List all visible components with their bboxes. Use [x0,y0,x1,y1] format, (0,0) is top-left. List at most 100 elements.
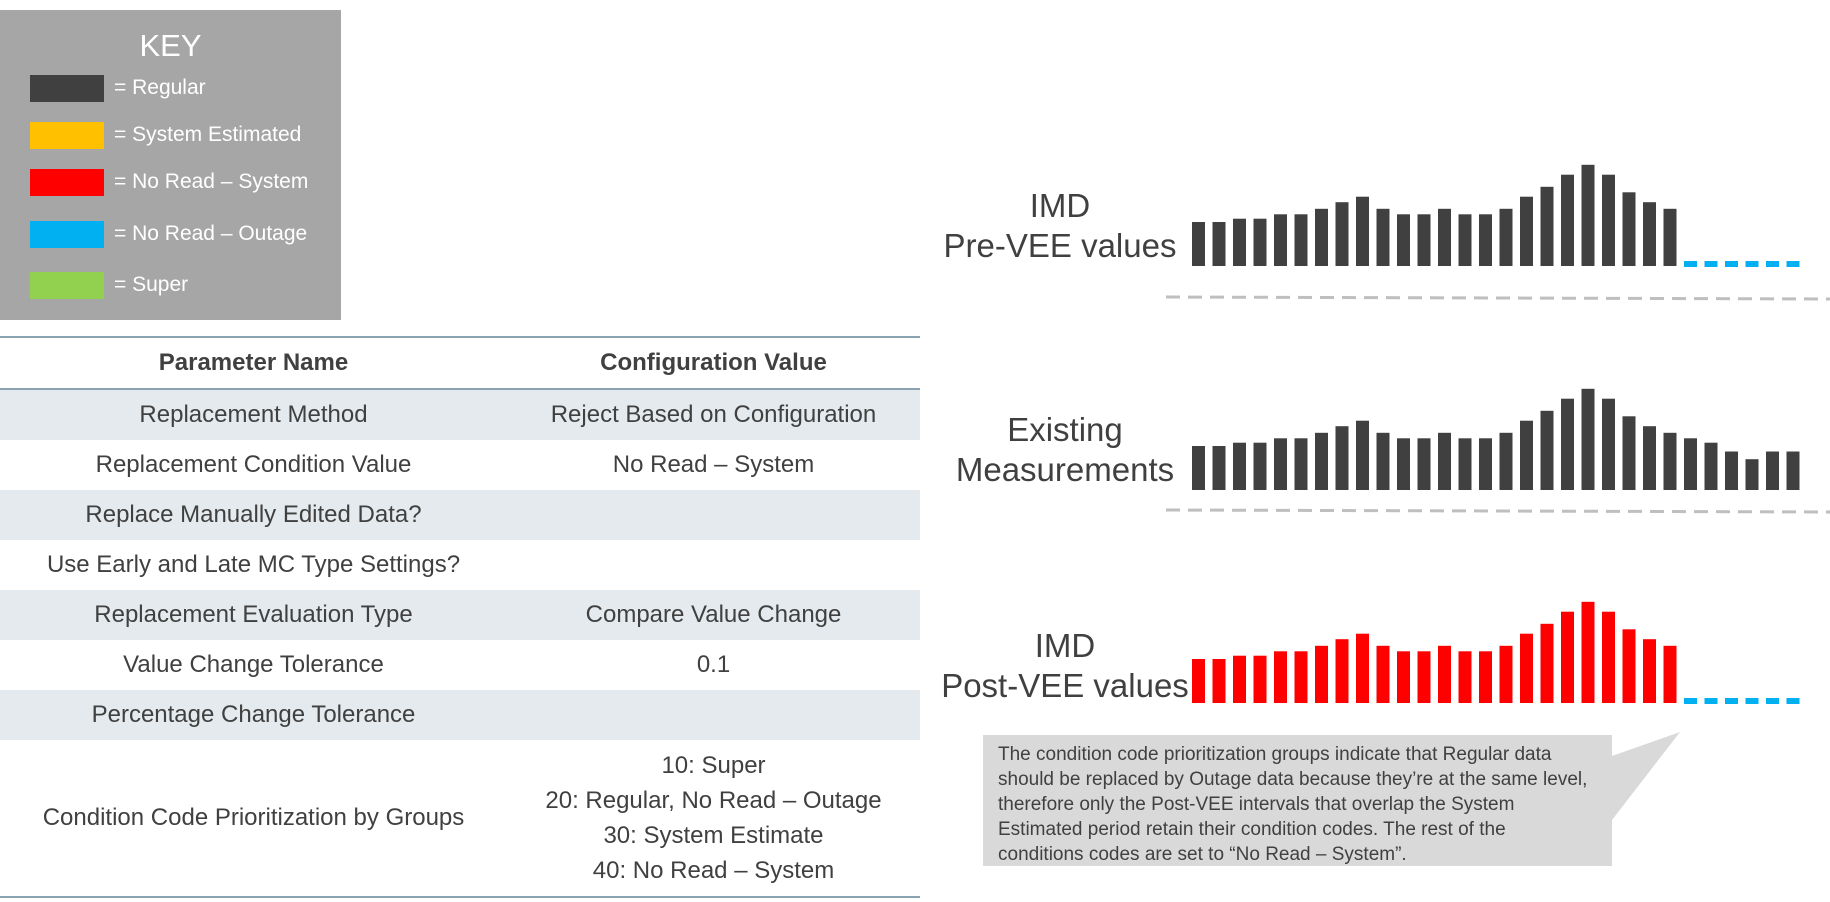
bar [1212,446,1226,490]
bar [1458,214,1472,266]
param-value: Reject Based on Configuration [507,389,920,440]
table-row: Replacement Method Reject Based on Confi… [0,389,920,440]
bar [1643,202,1656,266]
bar [1520,633,1533,703]
param-name: Value Change Tolerance [123,651,384,678]
table-row: Value Change Tolerance 0.1 [0,640,920,690]
bar [1663,645,1677,703]
bar [1376,208,1390,266]
bar [1458,438,1472,490]
bar [1315,432,1328,490]
bar [1356,633,1369,703]
bar [1438,208,1451,266]
legend-swatch-no-read-system [30,168,104,196]
bar [1294,214,1308,266]
param-name: Condition Code Prioritization by Groups [0,740,507,898]
header-parameter-name: Parameter Name [0,336,507,390]
bar [1663,432,1677,490]
legend-swatch-no-read-outage [30,220,104,248]
chart-label-line: Existing [1007,411,1123,448]
bar [1561,174,1574,266]
table-row: Use Early and Late MC Type Settings? [0,540,920,590]
bar [1294,651,1308,703]
bar [1479,438,1492,490]
bar [1602,174,1615,266]
bar [1253,218,1267,266]
legend-item-system-estimated: = System Estimated [30,121,301,149]
bar [1376,645,1390,703]
header-configuration-value: Configuration Value [507,336,920,390]
param-value: 0.1 [696,651,731,678]
param-name: Replacement Method [0,389,507,440]
bar [1766,451,1779,490]
bar [1643,426,1656,490]
outage-dash [1684,698,1697,704]
table-row: Replacement Evaluation Type Compare Valu… [0,590,920,640]
bar [1602,611,1615,703]
bar [1479,651,1492,703]
bar [1643,639,1656,703]
bar [1192,659,1205,703]
bar [1704,442,1718,490]
param-name: Use Early and Late MC Type Settings? [46,551,461,578]
bar [1397,214,1410,266]
bar [1233,442,1246,490]
legend-item-no-read-system: = No Read – System [30,168,308,196]
legend-item-super: = Super [30,271,188,299]
bar [1499,208,1513,266]
parameter-table: Parameter Name Configuration Value Repla… [0,336,920,898]
callout-bubble [983,732,1680,866]
param-name: Percentage Change Tolerance [0,690,507,740]
bar [1581,388,1595,490]
bar [1335,426,1349,490]
bar [1294,438,1308,490]
bar [1786,451,1800,490]
priority-group: 40: No Read – System [592,857,835,884]
outage-dash [1704,698,1718,704]
legend-title: KEY [139,28,202,63]
bar [1499,432,1513,490]
bar [1663,208,1677,266]
chart-label-line: IMD [1034,627,1096,664]
bar [1233,655,1246,703]
bar [1561,611,1574,703]
bar [1540,623,1554,703]
bar [1417,651,1431,703]
outage-dash [1766,698,1779,704]
param-value [507,690,920,740]
chart-label-pre-vee: IMD Pre-VEE values [940,186,1180,266]
priority-group: 10: Super [661,752,766,779]
chart-label-line: Pre-VEE values [943,227,1177,264]
bar [1397,651,1410,703]
bar [1417,214,1431,266]
outage-dash [1745,698,1759,704]
bar [1458,651,1472,703]
outage-dash [1745,261,1759,267]
bar [1274,214,1287,266]
bar [1356,196,1369,266]
bar [1397,438,1410,490]
bar [1520,196,1533,266]
bar [1315,645,1328,703]
bar [1540,186,1554,266]
legend-label: = Super [114,273,189,296]
table-row: Condition Code Prioritization by Groups … [0,740,920,898]
bar [1725,451,1738,490]
legend-label: = No Read – Outage [114,222,308,245]
bar [1335,639,1349,703]
param-value: Compare Value Change [507,590,920,640]
chart-label-line: Post-VEE values [941,667,1189,704]
outage-dash [1704,261,1718,267]
outage-dash [1684,261,1697,267]
bar [1561,398,1574,490]
chart-post-vee [1192,601,1800,704]
bar [1438,432,1451,490]
outage-dash [1725,698,1738,704]
legend-item-regular: = Regular [30,74,206,102]
param-name: Replace Manually Edited Data? [0,490,507,540]
chart-label-line: IMD [1029,187,1091,224]
legend-label: = No Read – System [114,170,309,193]
bar [1253,655,1267,703]
table-row: Percentage Change Tolerance [0,690,920,740]
